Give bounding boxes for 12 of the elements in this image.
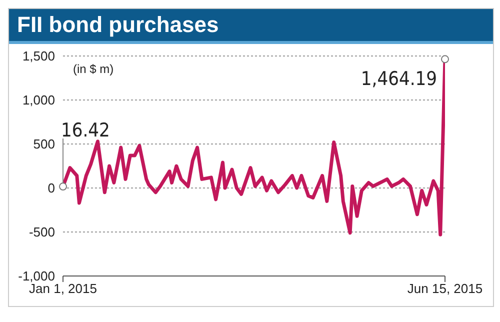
data-label: 1,464.19 [360,68,437,90]
y-tick-label: 1,500 [22,48,55,64]
unit-note: (in $ m) [73,62,114,76]
x-tick-label: Jun 15, 2015 [407,281,483,296]
data-label: 16.42 [61,120,110,142]
y-tick-label: -500 [28,224,55,240]
y-tick-label: -1,000 [18,268,55,284]
y-tick-label: 0 [48,180,55,196]
y-tick-label: 1,000 [22,92,55,108]
chart-title: FII bond purchases [9,9,493,44]
y-tick-label: 500 [33,136,55,152]
x-tick-label: Jan 1, 2015 [29,281,97,296]
